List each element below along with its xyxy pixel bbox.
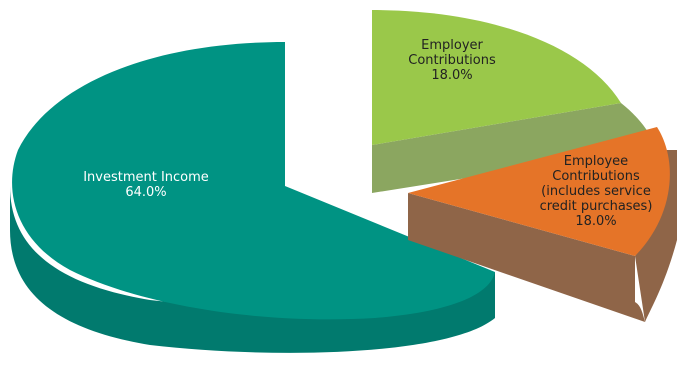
- slice-employee-contributions-top: [408, 127, 670, 256]
- slice-investment-income: Investment Income 64.0%: [10, 42, 496, 353]
- slice-employee-contributions-label-line: credit purchases): [540, 199, 653, 214]
- slice-employee-contributions-label-line: (includes service: [541, 184, 651, 199]
- slice-employee-contributions: Employee Contributions (includes service cr…: [408, 127, 677, 322]
- slice-employer-contributions-top: [372, 10, 621, 145]
- slice-investment-income-label-line: 64.0%: [125, 185, 166, 200]
- slice-employer-contributions-label-line: Contributions: [408, 53, 496, 68]
- slice-employer-contributions: Employer Contributions 18.0%: [372, 10, 655, 193]
- slice-employer-contributions-label: Employer Contributions 18.0%: [408, 38, 496, 83]
- slice-investment-income-top: [12, 42, 496, 320]
- slice-investment-income-label: Investment Income 64.0%: [83, 170, 209, 200]
- slice-employee-contributions-label-line: Contributions: [552, 169, 640, 184]
- slice-employer-contributions-label-line: 18.0%: [431, 68, 472, 83]
- slice-employer-contributions-label-line: Employer: [421, 38, 483, 53]
- slice-employer-contributions-side: [372, 103, 655, 193]
- slice-employee-contributions-label-line: Employee: [564, 154, 628, 169]
- slice-employee-contributions-side: [408, 193, 645, 322]
- slice-investment-income-label-line: Investment Income: [83, 170, 209, 185]
- slice-employee-contributions-label: Employee Contributions (includes service cr…: [540, 154, 653, 229]
- slice-employee-contributions-label-line: 18.0%: [575, 214, 616, 229]
